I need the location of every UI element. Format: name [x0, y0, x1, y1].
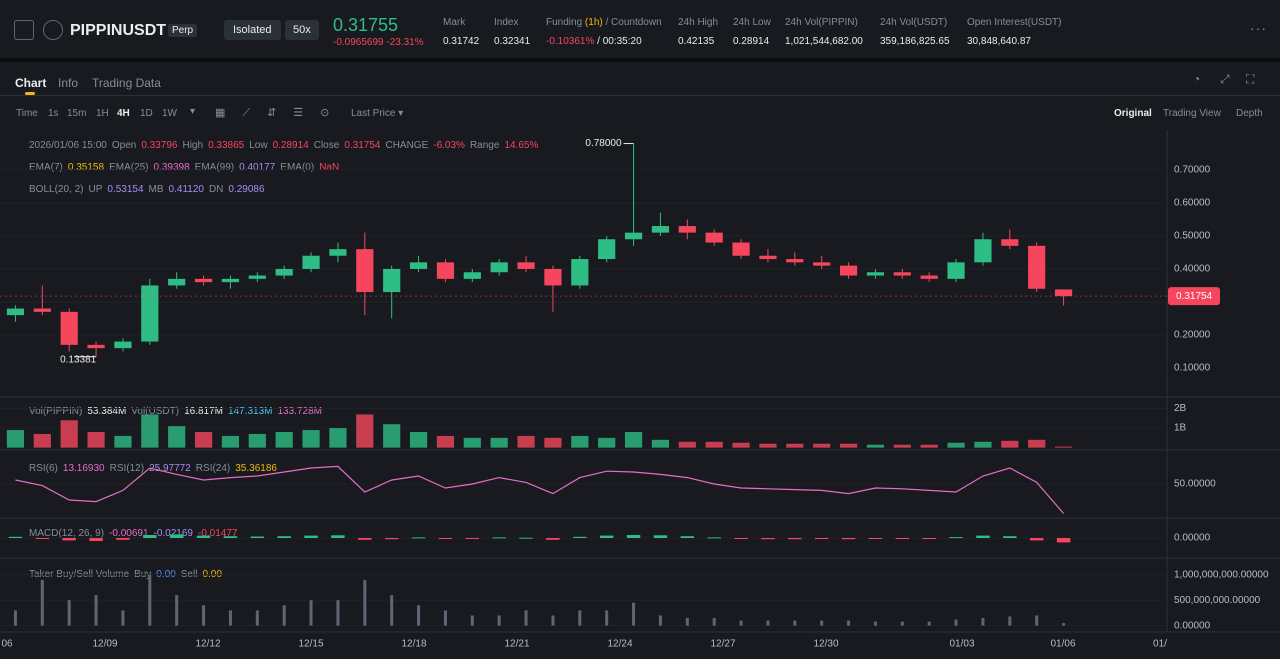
- stat-period: (1h): [584, 17, 603, 28]
- stat-value: 0.32341: [494, 36, 531, 47]
- price-change: -0.0965699 -23.31%: [333, 37, 424, 48]
- stat-label: Index: [494, 17, 519, 28]
- stat-value: 0.28914: [733, 36, 770, 47]
- funding-rate: -0.10361%: [546, 36, 595, 47]
- interval[interactable]: 1H: [96, 108, 109, 119]
- leverage-button[interactable]: 50x: [285, 20, 319, 40]
- interval[interactable]: 1s: [48, 108, 59, 119]
- margin-mode-button[interactable]: Isolated: [224, 20, 281, 40]
- interval-dropdown[interactable]: ▾: [190, 106, 196, 117]
- tab[interactable]: Trading Data: [92, 76, 161, 90]
- stat-label: Funding: [546, 17, 583, 28]
- view-option[interactable]: Trading View: [1163, 108, 1221, 119]
- divider: [0, 95, 1280, 96]
- tab-indicator: [25, 92, 35, 95]
- chart-panel: Chart Info Trading Data ◔ ⤢ ⛶ Time 1s 15…: [0, 62, 1280, 659]
- stat-label: Open Interest(USDT): [967, 17, 1062, 28]
- interval[interactable]: 1D: [140, 108, 153, 119]
- stat-value: 0.42135: [678, 36, 715, 47]
- stat-value: -0.10361% / 00:35:20: [546, 36, 642, 47]
- stat-label: Mark: [443, 17, 466, 28]
- stat-label: 24h Low: [733, 17, 771, 28]
- price-type-label: Last Price: [351, 108, 396, 119]
- stat-label: 24h Vol(PIPPIN): [785, 17, 858, 28]
- change-pct: -23.31%: [386, 37, 424, 48]
- countdown: / 00:35:20: [597, 36, 642, 47]
- price-type[interactable]: Last Price ▾: [351, 108, 404, 119]
- stat-value: 0.31742: [443, 36, 480, 47]
- stat-value: 30,848,640.87: [967, 36, 1031, 47]
- tab[interactable]: Info: [58, 76, 79, 90]
- stat-value: 359,186,825.65: [880, 36, 950, 47]
- coin-icon: [43, 20, 63, 40]
- contract-badge: Perp: [168, 24, 198, 37]
- alert-button[interactable]: ◔: [1193, 72, 1201, 86]
- interval[interactable]: 1W: [162, 108, 177, 119]
- symbol[interactable]: PIPPINUSDT: [70, 22, 167, 39]
- ticker-bar: PIPPINUSDT Perp Isolated 50x 0.31755 -0.…: [0, 0, 1280, 58]
- last-price: 0.31755: [333, 15, 399, 35]
- favorite-button[interactable]: [14, 20, 34, 40]
- interval[interactable]: 15m: [67, 108, 87, 119]
- tool-icons[interactable]: ▦⟋⇵☰⊙: [215, 107, 347, 119]
- fullscreen-button[interactable]: ⛶: [1246, 72, 1255, 86]
- stat-label: 24h Vol(USDT): [880, 17, 948, 28]
- interval[interactable]: 4H: [117, 108, 130, 119]
- more-button[interactable]: ···: [1250, 20, 1267, 36]
- view-option[interactable]: Depth: [1236, 108, 1263, 119]
- view-option[interactable]: Original: [1114, 108, 1152, 119]
- stat-label: Funding (1h) / Countdown: [546, 17, 662, 28]
- tab[interactable]: Chart: [15, 76, 47, 90]
- change-abs: -0.0965699: [333, 37, 384, 48]
- stat-label: 24h High: [678, 17, 719, 28]
- stat-label-suffix: / Countdown: [605, 17, 662, 28]
- stat-value: 1,021,544,682.00: [785, 36, 863, 47]
- interval[interactable]: Time: [16, 108, 38, 119]
- expand-button[interactable]: ⤢: [1220, 72, 1230, 86]
